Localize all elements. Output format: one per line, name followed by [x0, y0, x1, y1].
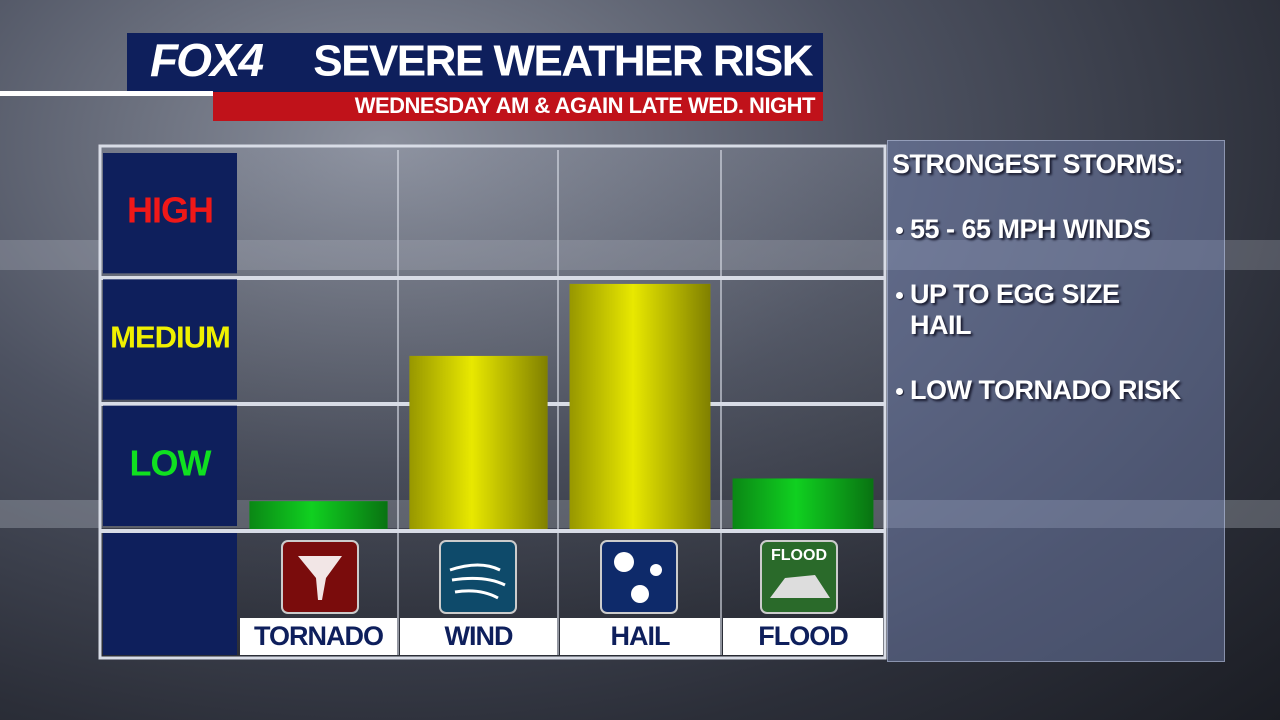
- title-box: [127, 33, 823, 92]
- y-tick-label: HIGH: [127, 190, 213, 231]
- panel-item: UP TO EGG SIZE HAIL: [892, 279, 1162, 341]
- label-strip: [723, 618, 883, 655]
- y-tick-cell: [103, 153, 237, 274]
- panel-item: 55 - 65 MPH WINDS: [892, 214, 1220, 245]
- bar-shade: [249, 501, 388, 529]
- x-tick-label: TORNADO: [254, 621, 383, 651]
- y-tick-cell: [103, 279, 237, 400]
- flood-icon: FLOOD: [760, 540, 838, 614]
- subtitle-box: [213, 92, 823, 121]
- logo: FOX4: [150, 34, 264, 86]
- panel-item-text: UP TO EGG SIZE HAIL: [910, 279, 1120, 340]
- bar-shade: [409, 355, 548, 529]
- chart-subtitle: WEDNESDAY AM & AGAIN LATE WED. NIGHT: [355, 93, 816, 118]
- flood-icon-text: FLOOD: [771, 547, 827, 564]
- hail-icon: [600, 540, 678, 614]
- panel-item-text: LOW TORNADO RISK: [910, 375, 1181, 405]
- x-tick-label: HAIL: [611, 621, 670, 651]
- y-tick-label: LOW: [130, 442, 212, 483]
- bar-shade: [732, 478, 874, 529]
- tornado-icon: [281, 540, 359, 614]
- bar-shade: [569, 283, 711, 529]
- chart-title: SEVERE WEATHER RISK: [313, 37, 813, 86]
- wind-icon: [439, 540, 517, 614]
- label-strip: [560, 618, 720, 655]
- label-strip: [240, 618, 397, 655]
- panel-item: LOW TORNADO RISK: [892, 375, 1220, 406]
- panel-heading: STRONGEST STORMS:: [892, 149, 1184, 179]
- corner-cell: [103, 533, 237, 655]
- side-panel: STRONGEST STORMS: 55 - 65 MPH WINDS UP T…: [887, 140, 1225, 662]
- header-rule: [0, 91, 213, 96]
- y-tick-cell: [103, 405, 237, 526]
- label-strip: [400, 618, 557, 655]
- y-tick-label: MEDIUM: [110, 320, 230, 355]
- x-tick-label: WIND: [445, 621, 513, 651]
- panel-item-text: 55 - 65 MPH WINDS: [910, 214, 1151, 244]
- x-tick-label: FLOOD: [758, 621, 848, 651]
